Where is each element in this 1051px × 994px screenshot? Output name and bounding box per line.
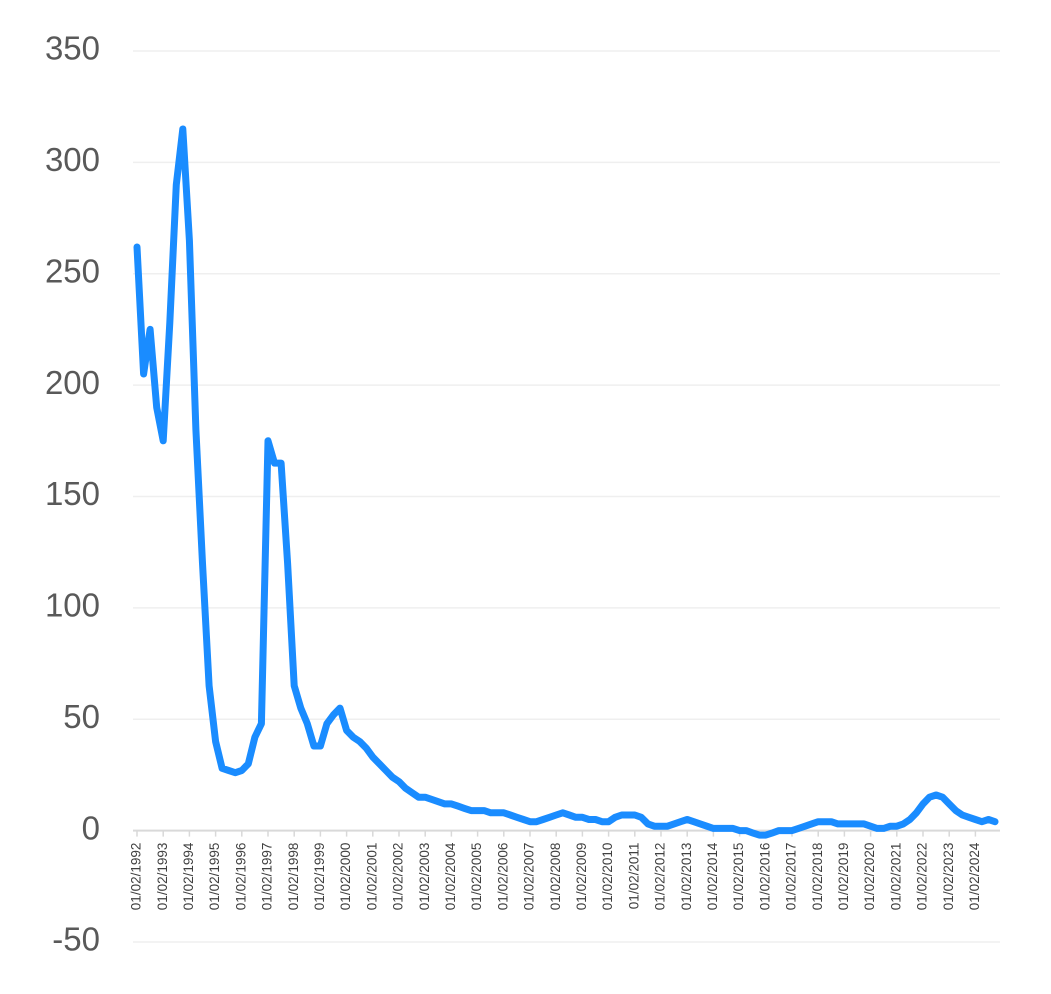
x-tick-label: 01/02/2001 <box>364 843 379 911</box>
x-tick-label: 01/02/2005 <box>469 843 484 911</box>
x-tick-label: 01/02/2000 <box>338 843 353 911</box>
x-tick-label: 01/02/2019 <box>836 843 851 911</box>
y-tick-label: 350 <box>45 30 100 67</box>
y-tick-label: 200 <box>45 364 100 401</box>
x-tick-label: 01/02/2016 <box>757 843 772 911</box>
y-tick-label: 0 <box>82 809 100 846</box>
x-tick-label: 01/02/2012 <box>653 843 668 911</box>
x-tick-label: 01/02/2010 <box>600 843 615 911</box>
x-tick-label: 01/02/1992 <box>129 843 144 911</box>
x-tick-label: 01/02/1998 <box>286 843 301 911</box>
x-tick-label: 01/02/2009 <box>574 843 589 911</box>
y-tick-label: 250 <box>45 252 100 289</box>
x-tick-label: 01/02/1999 <box>312 843 327 911</box>
x-tick-label: 01/02/1995 <box>207 843 222 911</box>
y-tick-label: 50 <box>63 698 100 735</box>
x-tick-label: 01/02/2011 <box>626 843 641 910</box>
x-tick-label: 01/02/2015 <box>731 843 746 911</box>
x-tick-label: 01/02/2021 <box>888 843 903 911</box>
x-tick-label: 01/02/2017 <box>784 843 799 911</box>
x-tick-label: 01/02/2008 <box>548 843 563 911</box>
x-tick-label: 01/02/1994 <box>181 842 196 910</box>
y-tick-label: 300 <box>45 141 100 178</box>
x-tick-label: 01/02/2004 <box>443 842 458 910</box>
x-tick-label: 01/02/2006 <box>495 843 510 911</box>
x-tick-label: 01/02/1997 <box>260 843 275 911</box>
x-tick-label: 01/02/2013 <box>679 843 694 911</box>
x-tick-label: 01/02/2014 <box>705 842 720 910</box>
y-tick-label: 100 <box>45 587 100 624</box>
data-line <box>133 125 999 839</box>
x-tick-label: 01/02/1996 <box>233 843 248 911</box>
x-tick-label: 01/02/2023 <box>941 843 956 911</box>
x-tick-label: 01/02/2024 <box>967 842 982 910</box>
x-tick-label: 01/02/2002 <box>391 843 406 911</box>
y-tick-label: -50 <box>52 921 100 958</box>
x-tick-label: 01/02/1993 <box>155 843 170 911</box>
x-tick-label: 01/02/2022 <box>915 843 930 911</box>
x-tick-label: 01/02/2007 <box>522 843 537 911</box>
y-tick-label: 150 <box>45 475 100 512</box>
x-tick-label: 01/02/2018 <box>810 843 825 911</box>
x-tick-label: 01/02/2003 <box>417 843 432 911</box>
x-tick-label: 01/02/2020 <box>862 843 877 911</box>
